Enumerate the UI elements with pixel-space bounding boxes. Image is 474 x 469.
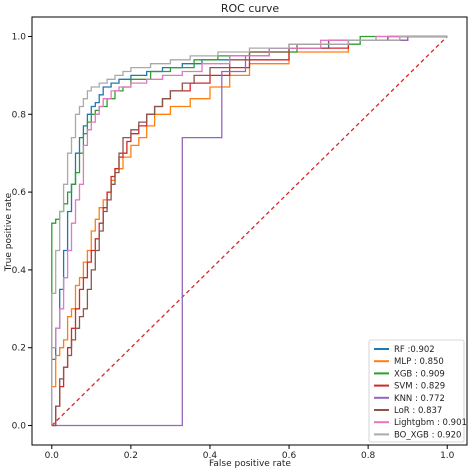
legend-label: MLP : 0.850 bbox=[394, 357, 444, 367]
series-lines bbox=[51, 35, 448, 427]
plot-frame bbox=[31, 16, 468, 446]
series-line-xgb bbox=[51, 35, 448, 426]
y-axis-title: True positive rate bbox=[4, 192, 14, 272]
x-axis-title: False positive rate bbox=[209, 459, 291, 469]
y-tick-label: 0.6 bbox=[12, 188, 27, 198]
legend-box bbox=[368, 339, 465, 443]
x-tick-label: 0.8 bbox=[361, 451, 376, 461]
legend-label: KNN : 0.772 bbox=[394, 394, 445, 404]
series-line-svm bbox=[51, 35, 448, 427]
legend-label: LoR : 0.837 bbox=[394, 406, 442, 416]
chance-diagonal-line bbox=[51, 35, 448, 427]
x-tick-label: 1.0 bbox=[440, 451, 455, 461]
series-line-lightgbm bbox=[51, 35, 448, 426]
x-tick-label: 0.0 bbox=[45, 451, 60, 461]
series-line-bo-xgb bbox=[51, 35, 448, 426]
y-tick-label: 0.2 bbox=[12, 344, 26, 354]
y-tick-label: 0.4 bbox=[12, 266, 27, 276]
axis-ticks: 0.0 0.2 0.4 0.6 0.8 1.0 0.0 0.2 0.4 0.6 0.8 1.0 bbox=[12, 32, 455, 461]
legend-label: XGB : 0.909 bbox=[394, 369, 445, 379]
legend-label: BO_XGB : 0.920 bbox=[394, 430, 461, 440]
x-tick-label: 0.2 bbox=[124, 451, 138, 461]
chart-title: ROC curve bbox=[221, 2, 280, 15]
y-tick-label: 0.8 bbox=[12, 110, 27, 120]
legend-label: SVM : 0.829 bbox=[394, 382, 445, 392]
x-tick-label: 0.4 bbox=[203, 451, 218, 461]
series-line-lor bbox=[51, 35, 448, 427]
y-tick-label: 0.0 bbox=[12, 422, 27, 432]
x-tick-label: 0.6 bbox=[282, 451, 297, 461]
legend-label: RF :0.902 bbox=[394, 345, 435, 355]
legend: RF :0.902 MLP : 0.850 XGB : 0.909 SVM : 0.8… bbox=[368, 339, 467, 443]
y-tick-label: 1.0 bbox=[12, 32, 27, 42]
legend-label: Lightgbm : 0.901 bbox=[394, 418, 467, 428]
